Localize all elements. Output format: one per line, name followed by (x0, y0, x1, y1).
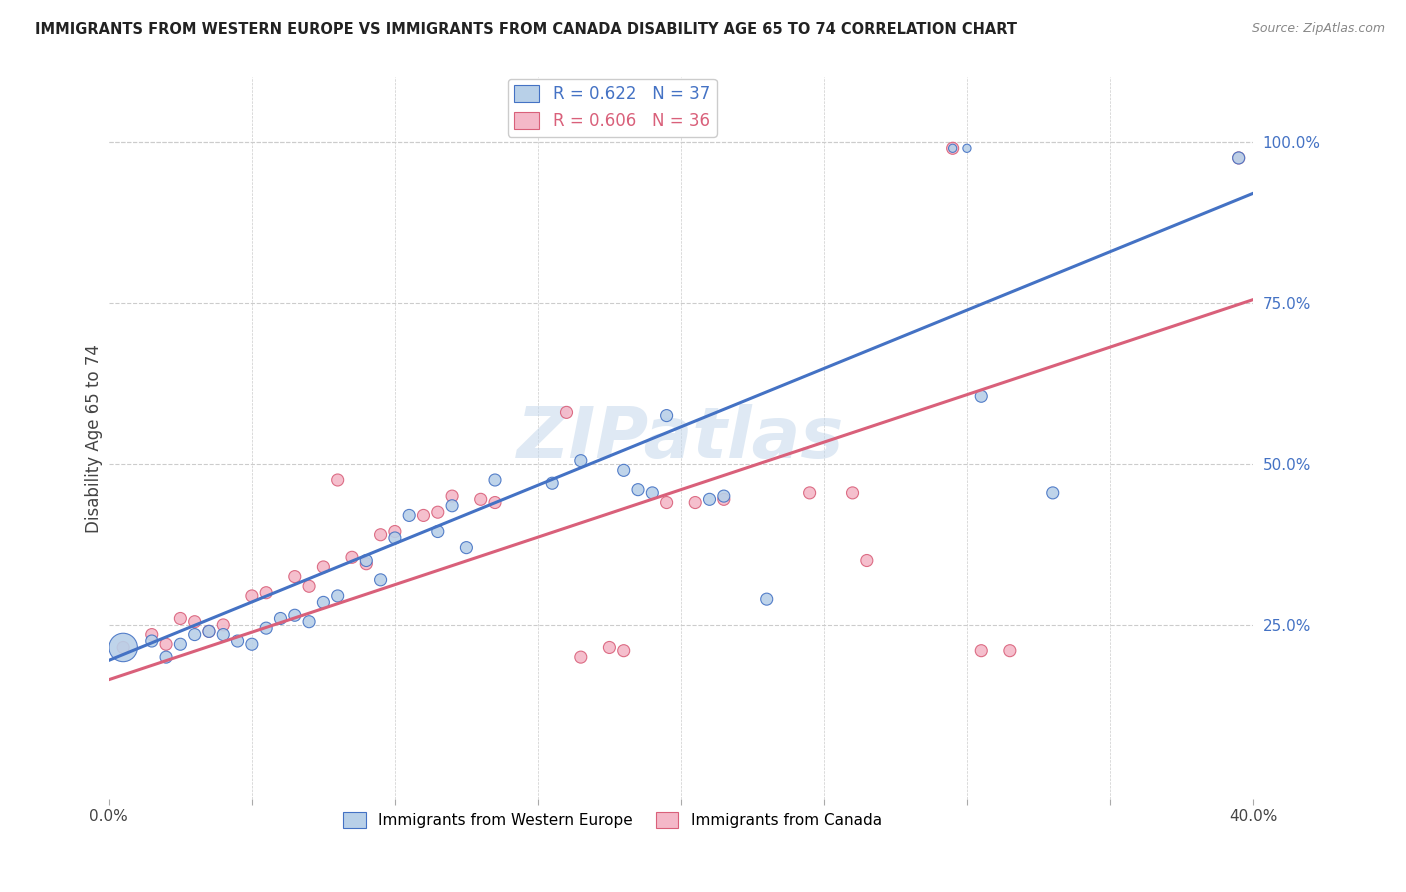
Point (370, 527, 392, 541)
Text: Source: ZipAtlas.com: Source: ZipAtlas.com (1251, 22, 1385, 36)
Point (441, 489, 464, 503)
Point (856, 553, 879, 567)
Point (326, 589, 349, 603)
Point (141, 634, 163, 648)
Point (183, 615, 205, 629)
Point (956, 141, 979, 155)
Point (970, 389, 993, 403)
Point (212, 627, 235, 641)
Point (240, 589, 263, 603)
Point (169, 637, 191, 651)
Point (713, 489, 735, 503)
Point (799, 486, 821, 500)
Point (683, 495, 706, 509)
Point (1042, 486, 1064, 500)
Point (384, 524, 406, 539)
Point (470, 492, 492, 507)
Point (370, 573, 392, 587)
Point (555, 405, 578, 419)
Point (384, 531, 406, 545)
Point (240, 637, 263, 651)
Point (641, 486, 664, 500)
Point (340, 550, 363, 565)
Point (484, 473, 506, 487)
Point (841, 486, 863, 500)
Text: IMMIGRANTS FROM WESTERN EUROPE VS IMMIGRANTS FROM CANADA DISABILITY AGE 65 TO 74: IMMIGRANTS FROM WESTERN EUROPE VS IMMIGR… (35, 22, 1017, 37)
Point (356, 553, 378, 567)
Point (198, 624, 221, 639)
Point (312, 595, 335, 609)
Point (655, 495, 678, 509)
Point (1227, 151, 1250, 165)
Point (169, 611, 191, 625)
Point (412, 508, 434, 523)
Point (254, 621, 277, 635)
Point (541, 476, 564, 491)
Point (326, 473, 349, 487)
Point (755, 592, 778, 607)
Point (569, 453, 592, 467)
Point (155, 637, 177, 651)
Point (284, 608, 307, 623)
Point (426, 524, 449, 539)
Point (254, 585, 277, 599)
Point (456, 541, 478, 555)
Point (226, 634, 249, 648)
Point (627, 483, 650, 497)
Point (298, 579, 321, 593)
Point (598, 640, 620, 655)
Point (655, 409, 678, 423)
Point (699, 492, 721, 507)
Point (426, 505, 449, 519)
Point (212, 618, 235, 632)
Point (942, 141, 965, 155)
Y-axis label: Disability Age 65 to 74: Disability Age 65 to 74 (86, 343, 103, 533)
Point (298, 615, 321, 629)
Text: ZIPatlas: ZIPatlas (517, 404, 845, 473)
Point (198, 624, 221, 639)
Point (613, 463, 636, 477)
Point (613, 643, 636, 657)
Point (998, 643, 1021, 657)
Point (713, 492, 735, 507)
Legend: Immigrants from Western Europe, Immigrants from Canada: Immigrants from Western Europe, Immigran… (336, 806, 889, 835)
Point (1227, 151, 1250, 165)
Point (356, 557, 378, 571)
Point (441, 499, 464, 513)
Point (141, 627, 163, 641)
Point (155, 650, 177, 665)
Point (269, 611, 291, 625)
Point (112, 640, 135, 655)
Point (398, 508, 420, 523)
Point (942, 141, 965, 155)
Point (183, 627, 205, 641)
Point (569, 650, 592, 665)
Point (970, 643, 993, 657)
Point (484, 495, 506, 509)
Point (112, 640, 135, 655)
Point (312, 560, 335, 574)
Point (284, 569, 307, 583)
